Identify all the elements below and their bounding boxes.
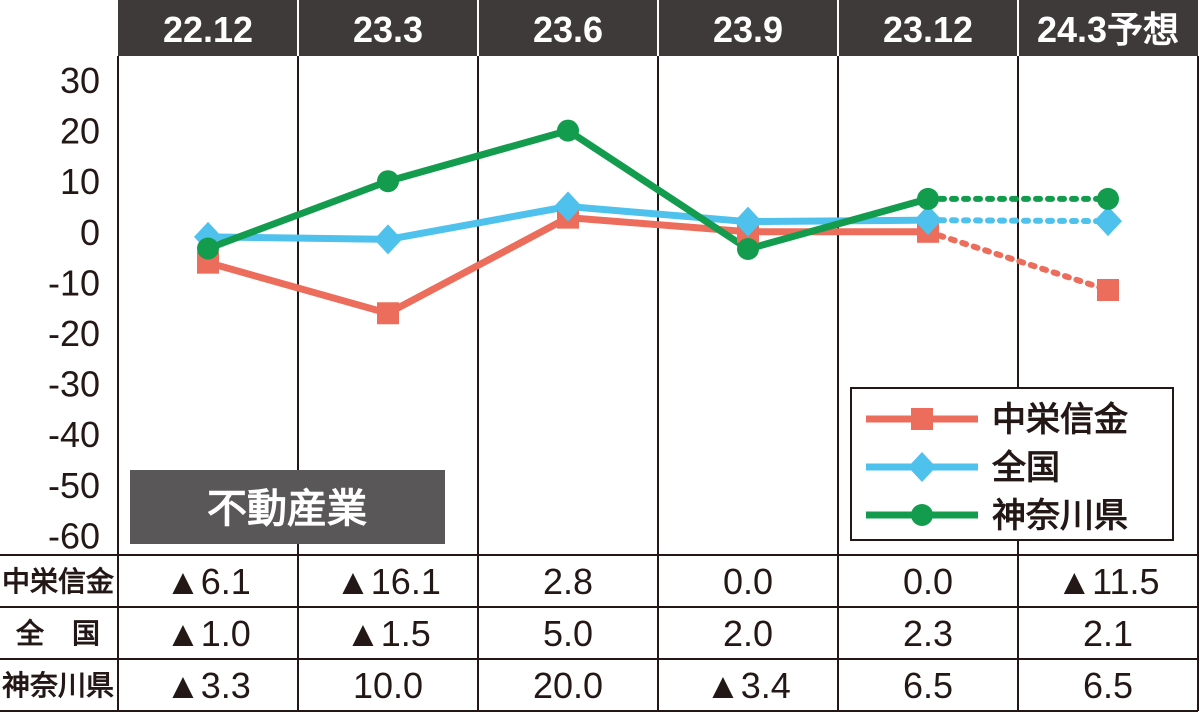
- y-tick-label: 10: [60, 161, 100, 202]
- table-row-label-2: 神奈川県: [2, 669, 114, 702]
- legend-label-2: 神奈川県: [992, 496, 1128, 536]
- data-point-2-5: [1097, 187, 1119, 210]
- table-cell-0-2: 2.8: [543, 561, 593, 602]
- legend-label-1: 全国: [991, 448, 1060, 488]
- y-tick-label: -50: [48, 465, 100, 506]
- y-tick-label: 0: [80, 212, 100, 253]
- table-cell-1-4: 2.3: [903, 613, 953, 654]
- table-cell-2-4: 6.5: [903, 665, 953, 706]
- y-tick-label: -30: [48, 364, 100, 405]
- data-point-2-4: [917, 187, 939, 210]
- data-point-2-1: [377, 170, 399, 193]
- series-forecast-line-1: [925, 217, 1111, 225]
- data-point-2-3: [737, 238, 759, 261]
- y-tick-label: -40: [48, 414, 100, 455]
- data-point-1-2: [554, 191, 582, 222]
- table-cell-0-5: ▲11.5: [1056, 561, 1159, 602]
- y-tick-label: -60: [48, 515, 100, 556]
- table-cell-0-3: 0.0: [723, 561, 773, 602]
- table-cell-1-1: ▲1.5: [345, 613, 431, 654]
- table-cell-0-1: ▲16.1: [335, 561, 441, 602]
- data-point-0-1: [377, 302, 399, 325]
- table-cell-0-0: ▲6.1: [165, 561, 251, 602]
- table-cell-1-2: 5.0: [543, 613, 593, 654]
- table-cell-1-0: ▲1.0: [165, 613, 251, 654]
- y-tick-label: -20: [48, 313, 100, 354]
- table-row-label-0: 中栄信金: [2, 565, 115, 598]
- header-label-5: 24.3予想: [1037, 9, 1179, 50]
- data-point-1-1: [374, 224, 402, 255]
- legend-marker-1: [908, 452, 936, 482]
- table-cell-1-5: 2.1: [1083, 613, 1133, 654]
- y-tick-label: 30: [60, 60, 100, 101]
- header-label-1: 23.3: [353, 9, 423, 50]
- table-cell-0-4: 0.0: [903, 561, 953, 602]
- header-label-0: 22.12: [163, 9, 253, 50]
- data-point-1-4: [914, 205, 942, 236]
- y-tick-label: -10: [48, 262, 100, 303]
- series-line-2: [206, 127, 929, 253]
- series-forecast-line-0: [925, 228, 1111, 293]
- header-label-4: 23.12: [883, 9, 973, 50]
- table-cell-1-3: 2.0: [723, 613, 773, 654]
- data-point-1-3: [734, 206, 762, 237]
- table-cell-2-0: ▲3.3: [165, 665, 251, 706]
- table-cell-2-2: 20.0: [533, 665, 603, 706]
- table-cell-2-1: 10.0: [353, 665, 423, 706]
- table-row-label-1: 全 国: [15, 617, 100, 650]
- header-label-3: 23.9: [713, 9, 783, 50]
- badge-label: 不動産業: [207, 486, 367, 532]
- y-tick-label: 20: [60, 111, 100, 152]
- data-point-0-5: [1097, 278, 1119, 301]
- header-label-2: 23.6: [533, 9, 603, 50]
- legend-marker-0: [911, 408, 933, 430]
- data-point-2-2: [557, 119, 579, 142]
- data-point-2-0: [197, 237, 219, 260]
- table-cell-2-5: 6.5: [1083, 665, 1133, 706]
- legend-label-0: 中栄信金: [992, 400, 1129, 440]
- badge-box: [130, 470, 445, 544]
- data-point-1-5: [1094, 206, 1122, 237]
- table-cell-2-3: ▲3.4: [705, 665, 791, 706]
- legend-marker-2: [911, 504, 933, 526]
